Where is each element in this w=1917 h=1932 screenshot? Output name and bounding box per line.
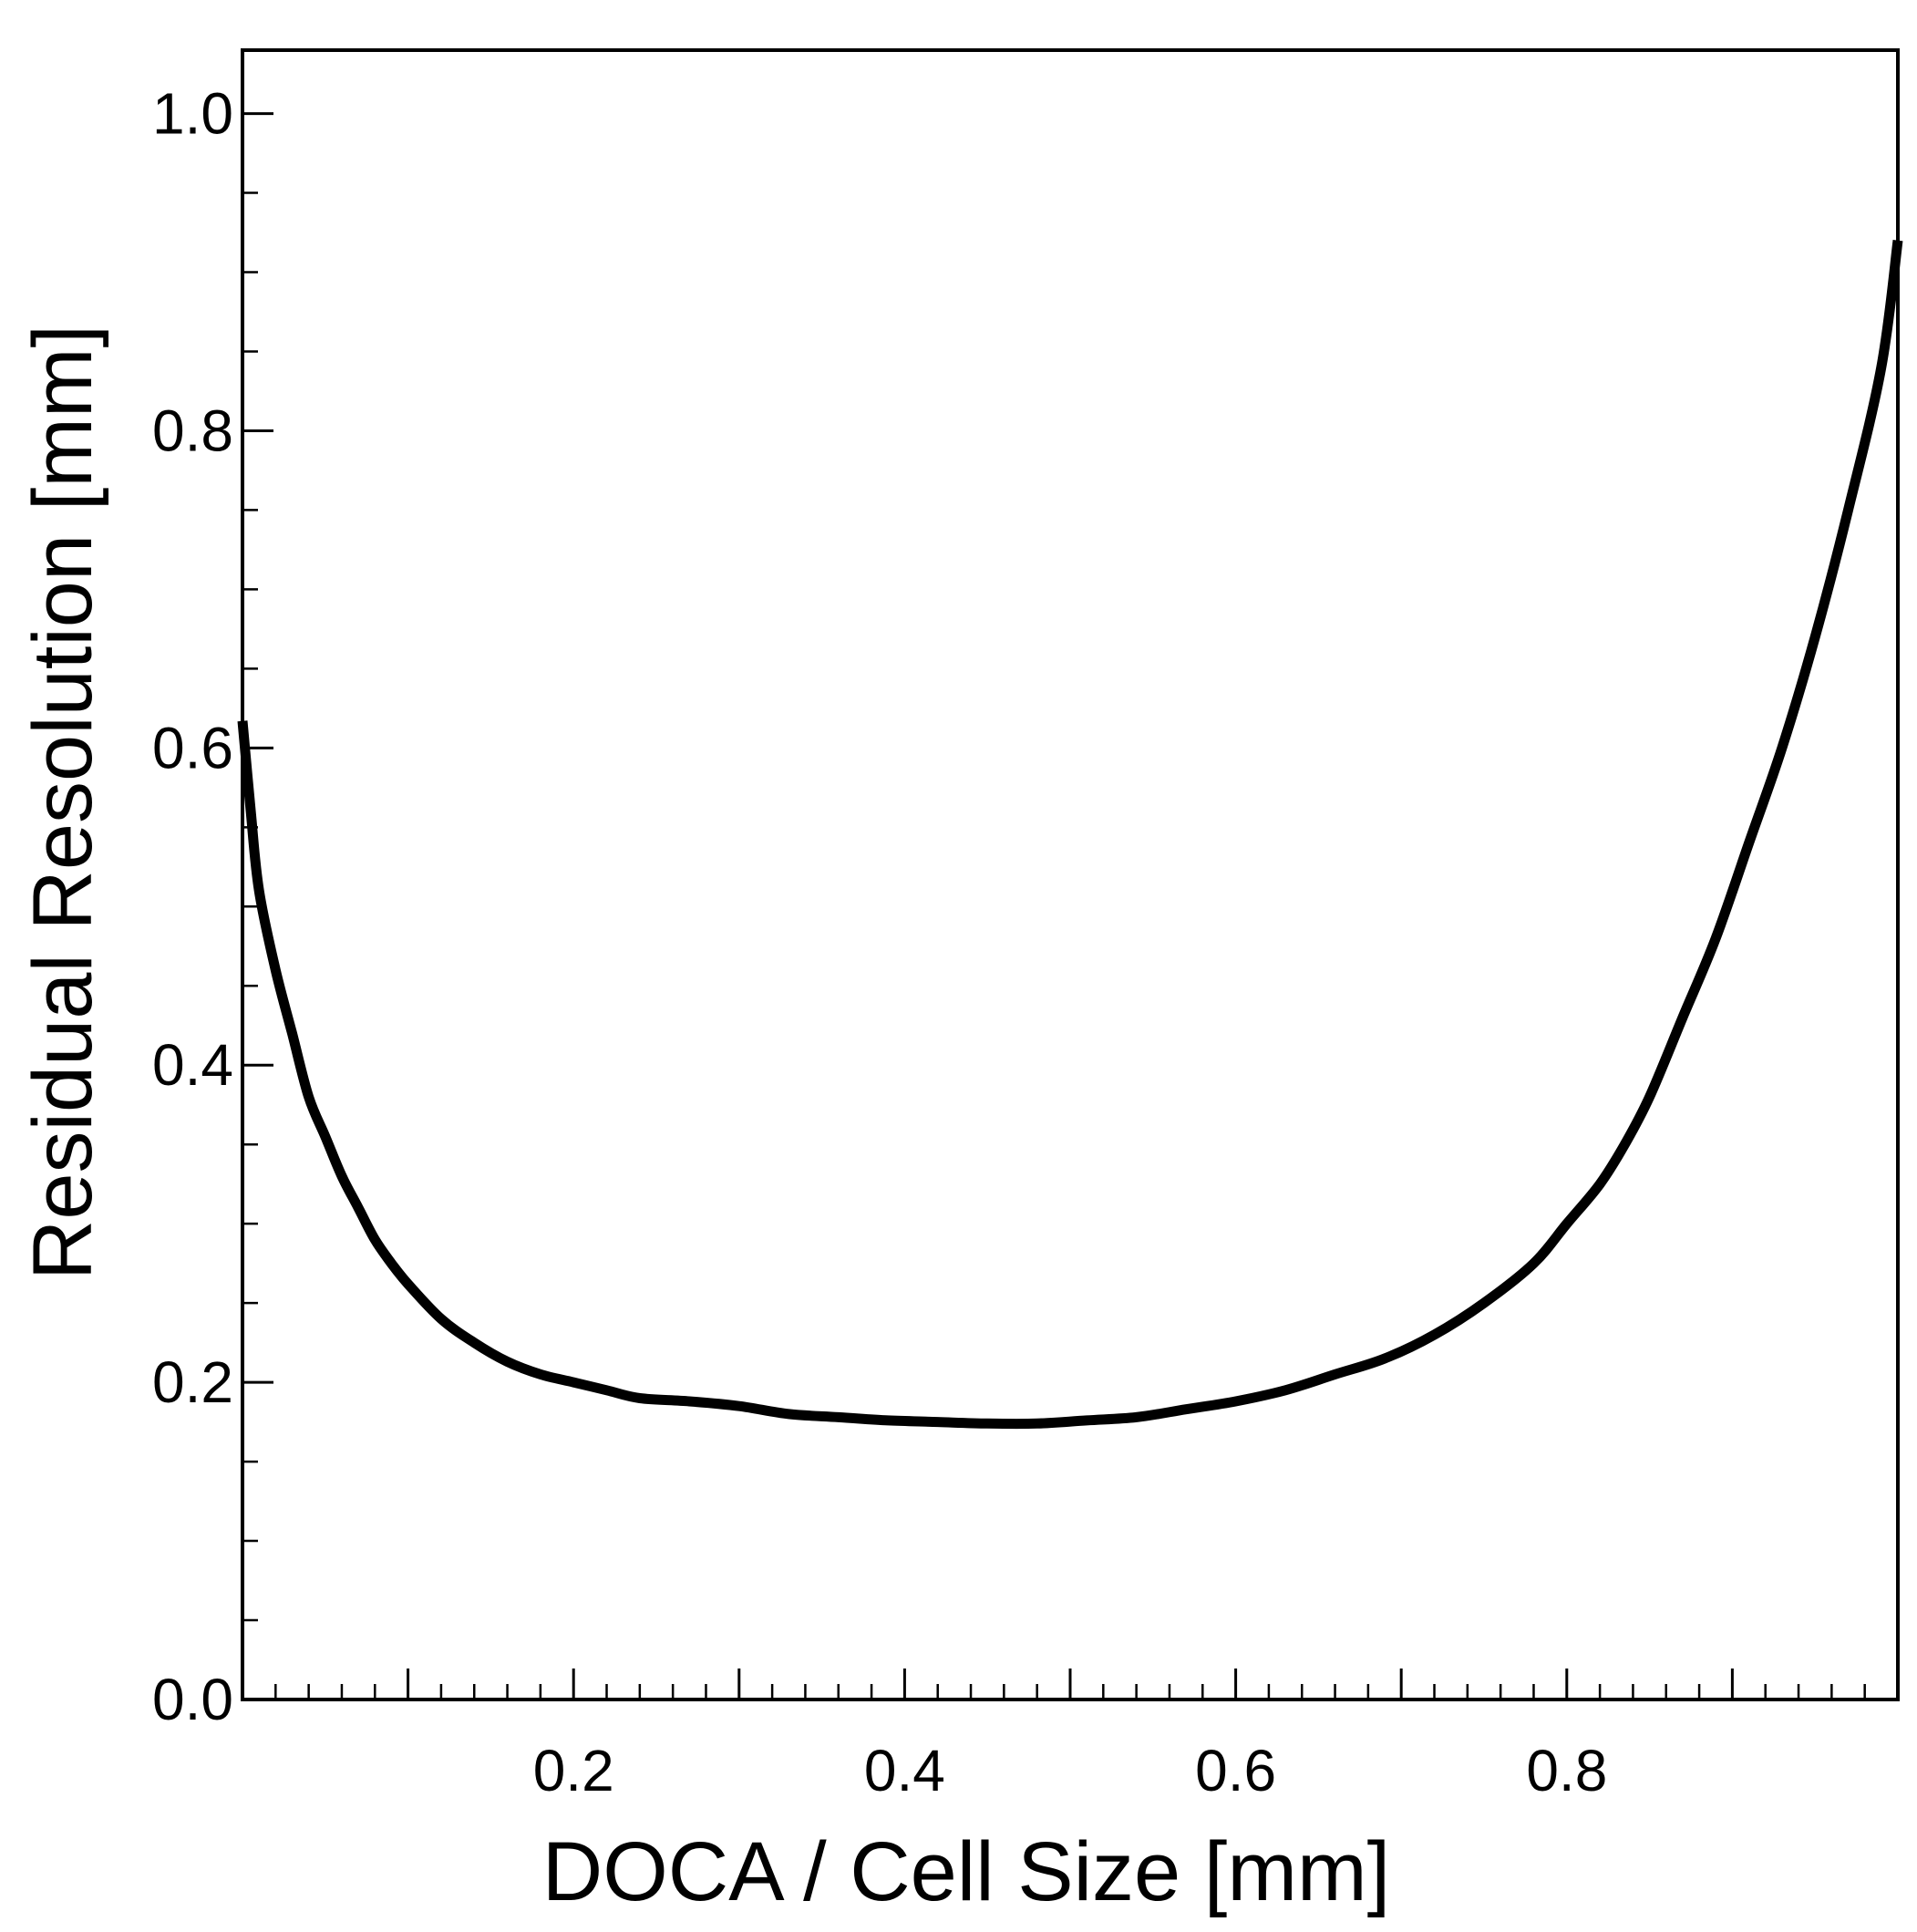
series-line — [237, 239, 1903, 1430]
x-tick-label: 0.2 — [533, 1738, 614, 1803]
x-tick-label: 0.4 — [864, 1738, 945, 1803]
x-tick-label: 0.6 — [1195, 1738, 1276, 1803]
y-tick-label: 0.6 — [152, 715, 233, 780]
y-axis-title: Residual Resolution [mm] — [16, 325, 109, 1280]
y-tick-label: 0.2 — [152, 1349, 233, 1415]
x-tick-label: 0.8 — [1526, 1738, 1607, 1803]
y-tick-label: 0.8 — [152, 398, 233, 463]
y-tick-label: 0.0 — [152, 1667, 233, 1732]
series-layer — [237, 239, 1903, 1430]
labels-layer: 0.2 0.4 0.6 0.8 0.0 0.2 0.4 0.6 0.8 1.0 — [152, 81, 1607, 1803]
plot-frame — [241, 48, 1900, 1701]
y-tick-label: 0.4 — [152, 1032, 233, 1098]
x-axis-title: DOCA / Cell Size [mm] — [542, 1825, 1390, 1918]
y-tick-label: 1.0 — [152, 81, 233, 147]
